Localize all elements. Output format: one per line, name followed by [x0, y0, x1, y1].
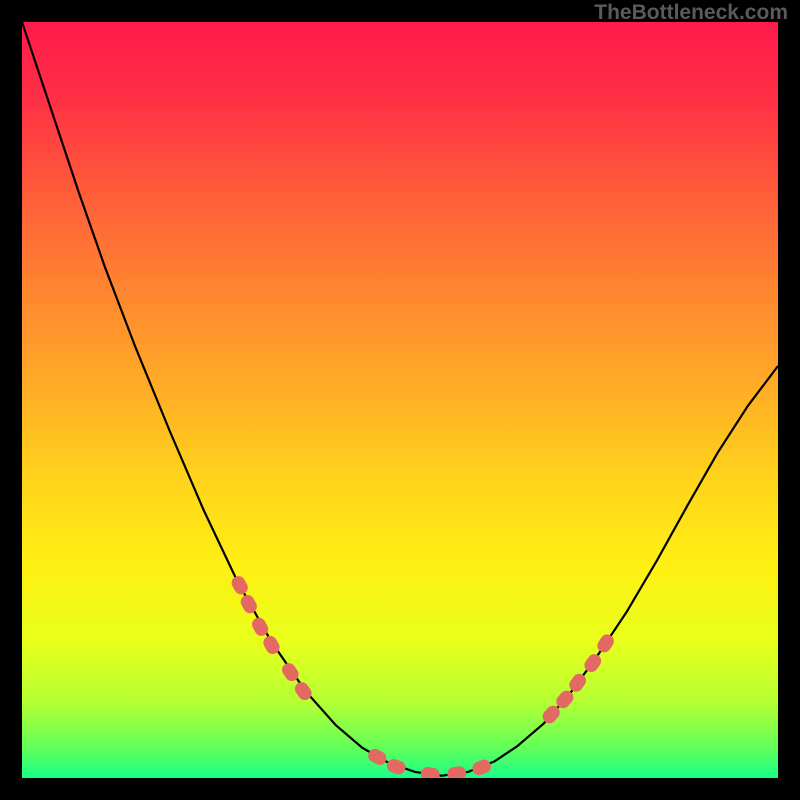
curve-marker [470, 758, 493, 778]
curve-marker [385, 757, 407, 776]
plot-area [22, 22, 778, 778]
curve-marker [366, 746, 389, 767]
chart-frame: TheBottleneck.com [0, 0, 800, 800]
curve-marker [595, 632, 617, 655]
curve-layer [22, 22, 778, 778]
curve-marker [229, 574, 250, 597]
watermark-text: TheBottleneck.com [594, 1, 788, 25]
curve-marker [567, 671, 589, 694]
curve-marker [292, 679, 314, 702]
curve-marker [420, 766, 441, 778]
curve-marker [238, 593, 259, 616]
curve-marker [446, 765, 467, 778]
bottleneck-curve [22, 22, 778, 776]
